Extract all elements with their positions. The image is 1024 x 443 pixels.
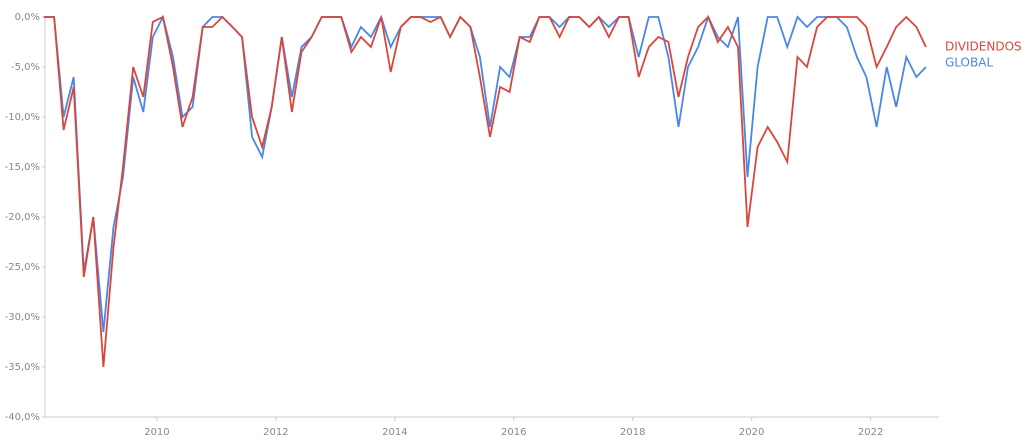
y-tick-label: -15,0%: [5, 162, 40, 173]
y-tick-label: -10,0%: [5, 112, 40, 123]
x-tick-label: 2016: [501, 427, 526, 438]
legend-label: GLOBAL: [945, 56, 993, 70]
y-tick-label: 0,0%: [15, 12, 40, 23]
line: [43, 14, 927, 333]
y-tick-label: -25,0%: [5, 262, 40, 273]
legend-label: DIVIDENDOS: [945, 40, 1022, 54]
y-tick-label: -5,0%: [11, 62, 40, 73]
y-tick-label: -40,0%: [5, 412, 40, 423]
y-tick-label: -35,0%: [5, 362, 40, 373]
x-tick-label: 2012: [263, 427, 288, 438]
y-tick-label: -30,0%: [5, 312, 40, 323]
line: [43, 15, 927, 368]
x-tick-label: 2014: [382, 427, 407, 438]
x-tick-label: 2022: [858, 427, 883, 438]
x-tick-label: 2020: [739, 427, 764, 438]
y-tick-label: -20,0%: [5, 212, 40, 223]
x-tick-label: 2010: [144, 427, 169, 438]
x-tick-label: 2018: [620, 427, 645, 438]
